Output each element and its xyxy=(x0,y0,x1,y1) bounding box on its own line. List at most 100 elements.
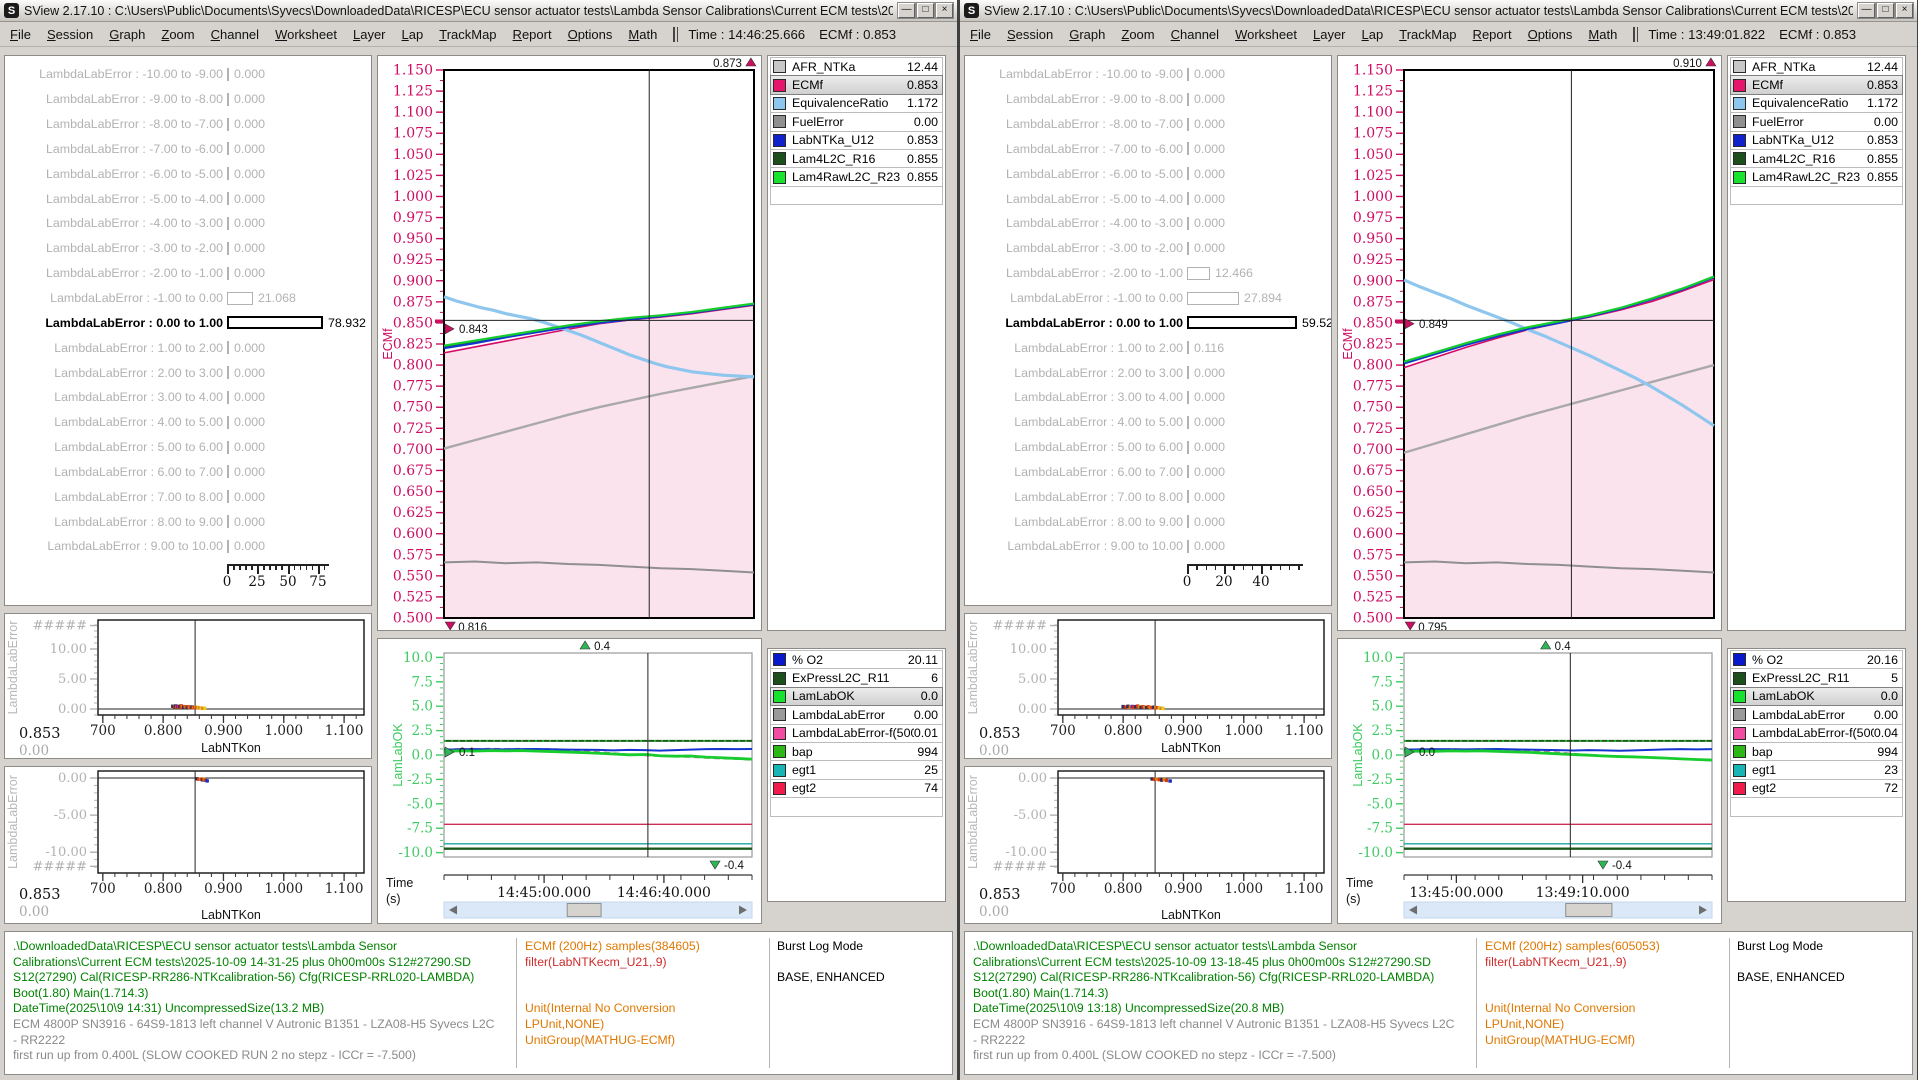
menu-zoom[interactable]: Zoom xyxy=(161,26,195,42)
histogram-row[interactable]: LambdaLabError : 2.00 to 3.00 0.000 xyxy=(54,365,266,380)
legend-row-ecmf[interactable]: ECMf 0.853 xyxy=(1730,75,1903,95)
menu-report[interactable]: Report xyxy=(1472,26,1512,42)
ecmf-chart-panel[interactable]: 1.150 1.125 1.100 1.075 1.050 1.025 1.000 0.975… xyxy=(1337,55,1722,631)
legend-row-bap[interactable]: bap 994 xyxy=(1730,741,1903,762)
legend-row-egt1[interactable]: egt1 25 xyxy=(770,760,943,780)
menu-worksheet[interactable]: Worksheet xyxy=(275,26,337,42)
scrollbar-thumb[interactable] xyxy=(566,903,602,917)
lamlabok-time-chart-panel[interactable]: 10.0 7.5 5.0 2.5 0.0 -2.5 -5.0 -7.5 -10.0 LamLabO… xyxy=(377,638,762,924)
legend-row-bap[interactable]: bap 994 xyxy=(770,741,943,762)
legend-row-expressl2c-r11[interactable]: ExPressL2C_R11 5 xyxy=(1730,668,1903,688)
menu-channel[interactable]: Channel xyxy=(210,26,260,42)
histogram-row[interactable]: LambdaLabError : 2.00 to 3.00 0.000 xyxy=(1014,365,1226,380)
menu-worksheet[interactable]: Worksheet xyxy=(1235,26,1297,42)
histogram-row[interactable]: LambdaLabError : -10.00 to -9.00 0.000 xyxy=(999,67,1226,82)
histogram-row[interactable]: LambdaLabError : 7.00 to 8.00 0.000 xyxy=(1014,489,1226,504)
maximize-button[interactable]: □ xyxy=(916,2,935,19)
legend-row-egt2[interactable]: egt2 72 xyxy=(1730,778,1903,799)
menu-session[interactable]: Session xyxy=(46,26,94,42)
histogram-row[interactable]: LambdaLabError : -5.00 to -4.00 0.000 xyxy=(1005,191,1226,206)
legend-row-lambdalaberror[interactable]: LambdaLabError 0.00 xyxy=(1730,705,1903,725)
histogram-row[interactable]: LambdaLabError : -7.00 to -6.00 0.000 xyxy=(1005,141,1226,156)
legend-row-lam4l2c-r16[interactable]: Lam4L2C_R16 0.855 xyxy=(1730,148,1903,169)
histogram-row[interactable]: LambdaLabError : -6.00 to -5.00 0.000 xyxy=(45,166,266,181)
legend-row--o2[interactable]: % O2 20.16 xyxy=(1730,650,1903,670)
titlebar[interactable]: S SView 2.17.10 : C:\Users\Public\Docume… xyxy=(0,0,957,22)
histogram-row[interactable]: LambdaLabError : 6.00 to 7.00 0.000 xyxy=(54,464,266,479)
legend-row-equivalenceratio[interactable]: EquivalenceRatio 1.172 xyxy=(1730,93,1903,114)
lamlabok-time-chart-panel[interactable]: 10.0 7.5 5.0 2.5 0.0 -2.5 -5.0 -7.5 -10.0 LamLabO… xyxy=(1337,638,1722,924)
histogram-row[interactable]: LambdaLabError : 5.00 to 6.00 0.000 xyxy=(54,440,266,455)
histogram-row[interactable]: LambdaLabError : -3.00 to -2.00 0.000 xyxy=(45,241,266,256)
histogram-row[interactable]: LambdaLabError : 3.00 to 4.00 0.000 xyxy=(54,390,266,405)
legend-row-lam4rawl2c-r23[interactable]: Lam4RawL2C_R23 0.855 xyxy=(1730,167,1903,187)
legend-row-lambdalaberror[interactable]: LambdaLabError 0.00 xyxy=(770,705,943,725)
menu-report[interactable]: Report xyxy=(512,26,552,42)
menu-lap[interactable]: Lap xyxy=(401,26,424,42)
legend-row-fuelerror[interactable]: FuelError 0.00 xyxy=(1730,112,1903,132)
histogram-row[interactable]: LambdaLabError : 4.00 to 5.00 0.000 xyxy=(54,415,266,430)
histogram-row[interactable]: LambdaLabError : -10.00 to -9.00 0.000 xyxy=(39,67,266,82)
minimize-button[interactable]: — xyxy=(897,2,916,19)
menu-trackmap[interactable]: TrackMap xyxy=(439,26,497,42)
menu-layer[interactable]: Layer xyxy=(352,26,386,42)
histogram-row[interactable]: LambdaLabError : 9.00 to 10.00 0.000 xyxy=(47,539,266,554)
histogram-row[interactable]: LambdaLabError : 7.00 to 8.00 0.000 xyxy=(54,489,266,504)
legend-row-lam4rawl2c-r23[interactable]: Lam4RawL2C_R23 0.855 xyxy=(770,167,943,187)
histogram-row[interactable]: LambdaLabError : -1.00 to 0.00 21.068 xyxy=(50,291,296,306)
legend-row-labntka-u12[interactable]: LabNTKa_U12 0.853 xyxy=(770,130,943,150)
menu-graph[interactable]: Graph xyxy=(109,26,146,42)
menu-session[interactable]: Session xyxy=(1006,26,1054,42)
legend-row-empty[interactable] xyxy=(1730,797,1903,817)
histogram-row[interactable]: LambdaLabError : -5.00 to -4.00 0.000 xyxy=(45,191,266,206)
histogram-row[interactable]: LambdaLabError : 9.00 to 10.00 0.000 xyxy=(1007,539,1226,554)
histogram-row[interactable]: LambdaLabError : -4.00 to -3.00 0.000 xyxy=(45,216,266,231)
histogram-row[interactable]: LambdaLabError : -6.00 to -5.00 0.000 xyxy=(1005,166,1226,181)
histogram-row[interactable]: LambdaLabError : 0.00 to 1.00 78.932 xyxy=(45,315,366,330)
lambda-error-scatter-top-panel[interactable]: ##### 10.00 5.00 0.00 LambdaLabError 700 0.800… xyxy=(964,613,1332,759)
menu-zoom[interactable]: Zoom xyxy=(1121,26,1155,42)
ecmf-chart-panel[interactable]: 1.150 1.125 1.100 1.075 1.050 1.025 1.000 0.975… xyxy=(377,55,762,631)
legend-row-lamlabok[interactable]: LamLabOK 0.0 xyxy=(770,686,943,707)
legend-row-expressl2c-r11[interactable]: ExPressL2C_R11 6 xyxy=(770,668,943,688)
histogram-row[interactable]: LambdaLabError : 1.00 to 2.00 0.000 xyxy=(54,340,266,355)
legend-row-lam4l2c-r16[interactable]: Lam4L2C_R16 0.855 xyxy=(770,148,943,169)
menu-file[interactable]: File xyxy=(970,26,991,42)
scrollbar-thumb[interactable] xyxy=(1565,903,1613,917)
histogram-row[interactable]: LambdaLabError : 3.00 to 4.00 0.000 xyxy=(1014,390,1226,405)
histogram-row[interactable]: LambdaLabError : 8.00 to 9.00 0.000 xyxy=(1014,514,1226,529)
menu-channel[interactable]: Channel xyxy=(1170,26,1220,42)
legend-row-equivalenceratio[interactable]: EquivalenceRatio 1.172 xyxy=(770,93,943,114)
histogram-row[interactable]: LambdaLabError : -9.00 to -8.00 0.000 xyxy=(45,92,266,107)
histogram-row[interactable]: LambdaLabError : -2.00 to -1.00 12.466 xyxy=(1005,266,1253,281)
legend-row-lambdalaberror-f-500-[interactable]: LambdaLabError-f(500) 0.04 xyxy=(1730,723,1903,743)
legend-row-empty[interactable] xyxy=(770,185,943,206)
close-button[interactable]: × xyxy=(1895,2,1914,19)
menu-math[interactable]: Math xyxy=(628,26,658,42)
histogram-row[interactable]: LambdaLabError : 1.00 to 2.00 0.116 xyxy=(1014,340,1225,355)
legend-row-afr-ntka[interactable]: AFR_NTKa 12.44 xyxy=(770,57,943,77)
histogram-row[interactable]: LambdaLabError : -1.00 to 0.00 27.894 xyxy=(1010,291,1282,306)
titlebar[interactable]: S SView 2.17.10 : C:\Users\Public\Docume… xyxy=(960,0,1917,22)
histogram-row[interactable]: LambdaLabError : -3.00 to -2.00 0.000 xyxy=(1005,241,1226,256)
minimize-button[interactable]: — xyxy=(1857,2,1876,19)
histogram-row[interactable]: LambdaLabError : -2.00 to -1.00 0.000 xyxy=(45,266,266,281)
legend-row-labntka-u12[interactable]: LabNTKa_U12 0.853 xyxy=(1730,130,1903,150)
legend-row-lamlabok[interactable]: LamLabOK 0.0 xyxy=(1730,686,1903,707)
menu-math[interactable]: Math xyxy=(1588,26,1618,42)
legend-row-egt1[interactable]: egt1 23 xyxy=(1730,760,1903,780)
histogram-row[interactable]: LambdaLabError : 8.00 to 9.00 0.000 xyxy=(54,514,266,529)
menu-file[interactable]: File xyxy=(10,26,31,42)
menu-options[interactable]: Options xyxy=(1527,26,1573,42)
time-scrollbar-track[interactable] xyxy=(1403,901,1713,919)
histogram-row[interactable]: LambdaLabError : 5.00 to 6.00 0.000 xyxy=(1014,440,1226,455)
scroll-right-arrow-icon[interactable] xyxy=(739,905,747,915)
scroll-left-arrow-icon[interactable] xyxy=(1409,905,1417,915)
menu-layer[interactable]: Layer xyxy=(1312,26,1346,42)
lambda-error-scatter-bottom-panel[interactable]: 0.00 -5.00 -10.00 ##### LambdaLabError 700 0.8… xyxy=(4,766,372,924)
lambda-error-scatter-bottom-panel[interactable]: 0.00 -5.00 -10.00 ##### LambdaLabError 700 0.8… xyxy=(964,766,1332,924)
menu-lap[interactable]: Lap xyxy=(1361,26,1384,42)
legend-row-fuelerror[interactable]: FuelError 0.00 xyxy=(770,112,943,132)
maximize-button[interactable]: □ xyxy=(1876,2,1895,19)
